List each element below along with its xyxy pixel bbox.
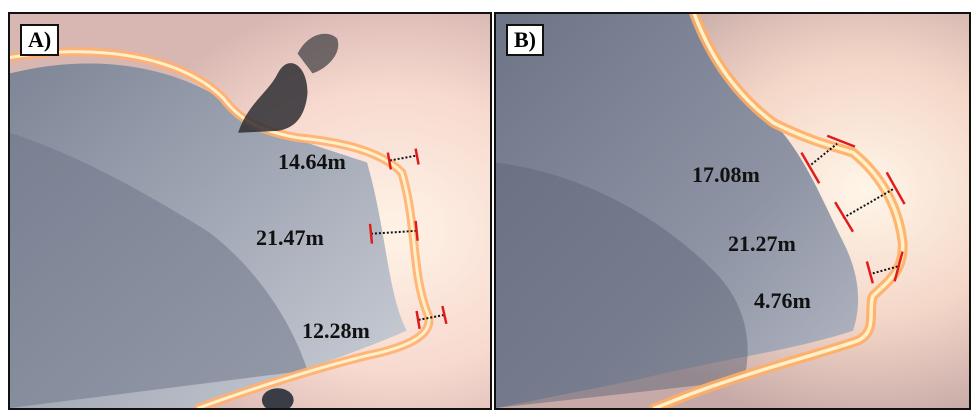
- panel-label-b: B): [506, 24, 544, 56]
- measurement-label-a1: 14.64m: [278, 149, 346, 174]
- photo-panel-a: A) 14.64m 21.47m 12.28m: [8, 12, 492, 410]
- measurement-label-a3: 12.28m: [302, 318, 370, 343]
- wildfire-photo-a: [10, 14, 490, 408]
- measure-marker-b1: [800, 134, 856, 184]
- measure-marker-b2: [834, 171, 906, 233]
- measure-marker-a2: [368, 220, 419, 244]
- measurement-label-b2: 21.27m: [728, 231, 796, 256]
- measurement-label-b3: 4.76m: [754, 288, 811, 313]
- measurement-label-a2: 21.47m: [256, 225, 324, 250]
- panel-label-a: A): [20, 24, 60, 56]
- photo-panel-b: B) 17.08m 21.27m 4.76m: [494, 12, 971, 410]
- wildfire-photo-b: [496, 14, 969, 408]
- measure-marker-a1: [386, 148, 420, 170]
- measurement-label-b1: 17.08m: [692, 162, 760, 187]
- measure-marker-a3: [415, 305, 448, 330]
- measure-marker-b3: [865, 251, 904, 284]
